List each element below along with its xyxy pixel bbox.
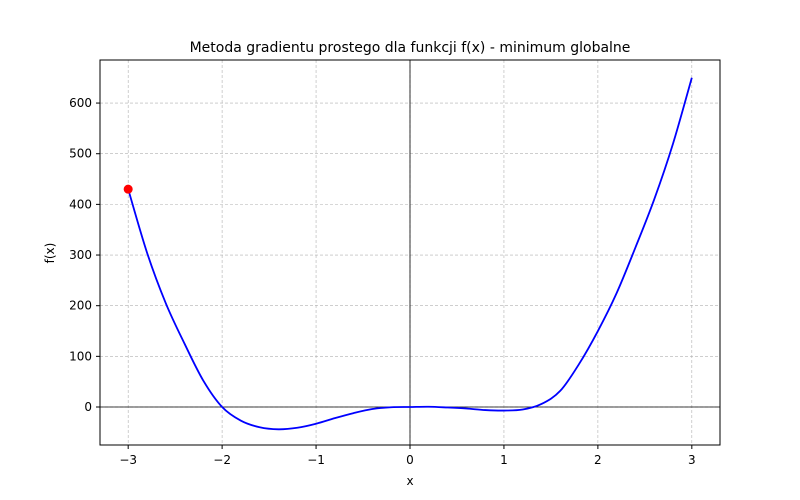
points <box>123 184 133 194</box>
x-tick-label: 3 <box>688 453 696 467</box>
y-tick-label: 600 <box>69 96 92 110</box>
y-tick-label: 100 <box>69 349 92 363</box>
data-point <box>123 184 133 194</box>
x-tick-label: −3 <box>119 453 137 467</box>
y-tick-label: 300 <box>69 248 92 262</box>
y-tick-label: 0 <box>84 400 92 414</box>
y-tick-label: 500 <box>69 147 92 161</box>
series-line <box>127 77 693 431</box>
x-axis-ticks: −3 −2 −1 0 1 2 3 <box>119 445 696 467</box>
x-tick-label: 1 <box>500 453 508 467</box>
reference-lines <box>100 60 720 445</box>
y-tick-label: 400 <box>69 197 92 211</box>
x-axis-label: x <box>406 474 413 488</box>
chart-title: Metoda gradientu prostego dla funkcji f(… <box>190 40 631 56</box>
y-tick-label: 200 <box>69 299 92 313</box>
y-axis-ticks: 0 100 200 300 400 500 600 <box>69 96 100 414</box>
x-tick-label: −1 <box>307 453 325 467</box>
series <box>127 77 693 431</box>
y-axis-label: f(x) <box>43 243 57 264</box>
x-tick-label: 0 <box>406 453 414 467</box>
x-tick-label: 2 <box>594 453 602 467</box>
x-tick-label: −2 <box>213 453 231 467</box>
